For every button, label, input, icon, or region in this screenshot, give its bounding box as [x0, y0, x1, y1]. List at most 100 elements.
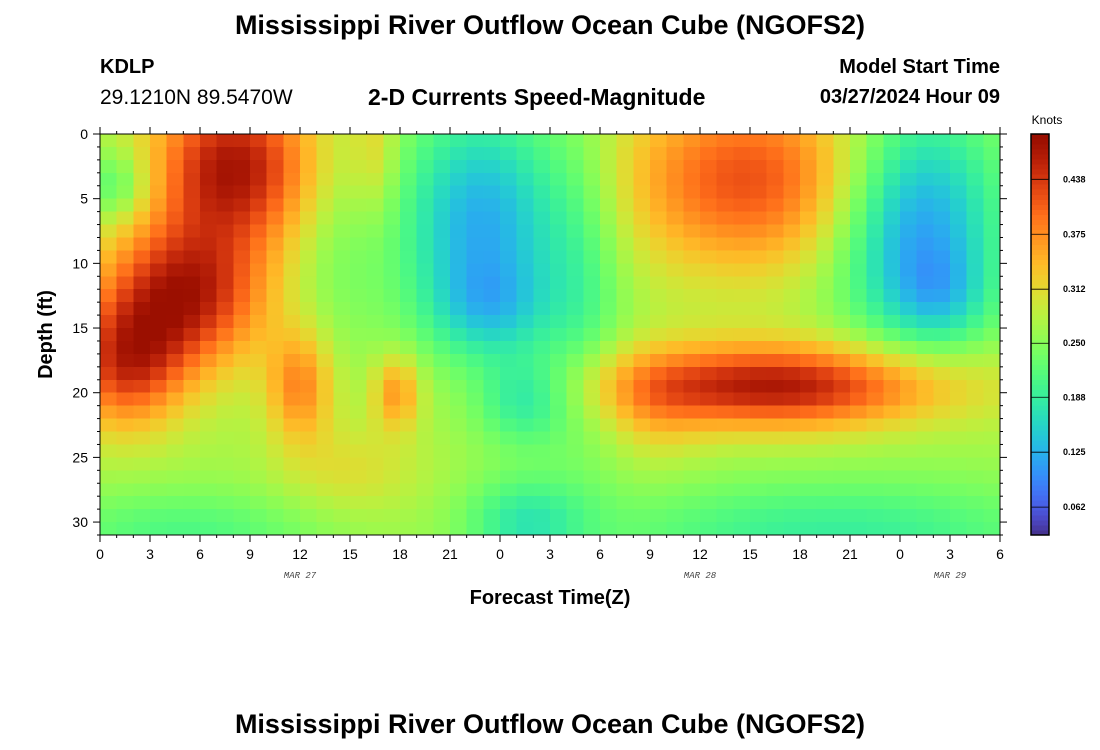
heatmap-cell [816, 405, 834, 420]
heatmap-cell [566, 405, 584, 420]
heatmap-cell [933, 353, 951, 368]
heatmap-cell [350, 237, 368, 252]
heatmap-cell [933, 211, 951, 226]
heatmap-cell [450, 431, 468, 446]
heatmap-cell [133, 250, 151, 264]
heatmap-cell [333, 211, 351, 226]
heatmap-cell [566, 134, 584, 148]
heatmap-cell [583, 457, 601, 471]
heatmap-cell [533, 418, 551, 433]
heatmap-cell [950, 302, 968, 316]
heatmap-cell [433, 483, 451, 497]
heatmap-cell [350, 159, 368, 174]
heatmap-cell [300, 340, 318, 355]
heatmap-cell [533, 172, 551, 187]
heatmap-cell [966, 444, 984, 458]
heatmap-cell [983, 237, 1001, 252]
heatmap-cell [166, 198, 184, 213]
heatmap-cell [683, 211, 701, 226]
heatmap-cell [700, 237, 718, 252]
heatmap-cell [166, 366, 184, 381]
heatmap-cell [983, 250, 1001, 264]
heatmap-cell [966, 353, 984, 368]
heatmap-cell [816, 431, 834, 446]
heatmap-cell [733, 250, 751, 264]
heatmap-cell [233, 134, 251, 148]
heatmap-cell [200, 237, 218, 252]
heatmap-cell [633, 302, 651, 316]
heatmap-cell [316, 185, 334, 200]
heatmap-cell [716, 444, 734, 458]
heatmap-cell [733, 509, 751, 523]
heatmap-cell [350, 509, 368, 523]
heatmap-cell [833, 353, 851, 368]
heatmap-cell [900, 353, 918, 368]
heatmap-cell [200, 522, 218, 536]
heatmap-cell [400, 405, 418, 420]
heatmap-cell [216, 315, 234, 329]
heatmap-cell [900, 522, 918, 536]
heatmap-cell [900, 237, 918, 252]
heatmap-cell [400, 496, 418, 510]
heatmap-cell [183, 159, 201, 174]
heatmap-cell [883, 250, 901, 264]
heatmap-cell [616, 379, 634, 394]
heatmap-cell [950, 509, 968, 523]
heatmap-cell [333, 405, 351, 420]
heatmap-cell [333, 366, 351, 381]
heatmap-cell [566, 146, 584, 161]
heatmap-cell [550, 237, 568, 252]
heatmap-cell [300, 328, 318, 342]
heatmap-cell [416, 457, 434, 471]
heatmap-cell [116, 276, 134, 290]
heatmap-cell [783, 276, 801, 290]
heatmap-cell [250, 185, 268, 200]
colorbar-tick-label: 0.438 [1063, 174, 1086, 184]
heatmap-cell [316, 522, 334, 536]
heatmap-cell [766, 405, 784, 420]
heatmap-cell [783, 379, 801, 394]
heatmap-cell [116, 159, 134, 174]
heatmap-cell [800, 379, 818, 394]
heatmap-cell [166, 457, 184, 471]
colorbar-tick-label: 0.375 [1063, 229, 1086, 239]
heatmap-cell [400, 418, 418, 433]
y-tick-label: 20 [72, 385, 88, 401]
heatmap-cell [883, 444, 901, 458]
heatmap-cell [183, 509, 201, 523]
heatmap-cell [383, 431, 401, 446]
heatmap-cell [433, 418, 451, 433]
heatmap-cell [600, 405, 618, 420]
heatmap-cell [816, 134, 834, 148]
heatmap-cell [583, 379, 601, 394]
heatmap-cell [466, 224, 484, 239]
heatmap-cell [983, 211, 1001, 226]
heatmap-cell [933, 457, 951, 471]
heatmap-cell [100, 392, 118, 407]
heatmap-cell [566, 457, 584, 471]
heatmap-cell [933, 366, 951, 381]
heatmap-cell [916, 509, 934, 523]
heatmap-cell [583, 289, 601, 303]
colorbar-swatch [1031, 369, 1049, 376]
heatmap-cell [750, 509, 768, 523]
heatmap-cell [116, 470, 134, 484]
heatmap-cell [566, 263, 584, 277]
heatmap-cell [466, 134, 484, 148]
heatmap-cell [250, 289, 268, 303]
heatmap-cell [566, 237, 584, 252]
heatmap-cell [716, 353, 734, 368]
heatmap-cell [950, 483, 968, 497]
heatmap-cell [383, 198, 401, 213]
heatmap-cell [650, 276, 668, 290]
heatmap-cell [916, 276, 934, 290]
heatmap-cell [300, 315, 318, 329]
heatmap-cell [100, 483, 118, 497]
heatmap-cell [200, 418, 218, 433]
heatmap-cell [100, 172, 118, 187]
heatmap-cell [616, 211, 634, 226]
heatmap-cell [416, 353, 434, 368]
heatmap-cell [733, 522, 751, 536]
heatmap-cell [300, 185, 318, 200]
